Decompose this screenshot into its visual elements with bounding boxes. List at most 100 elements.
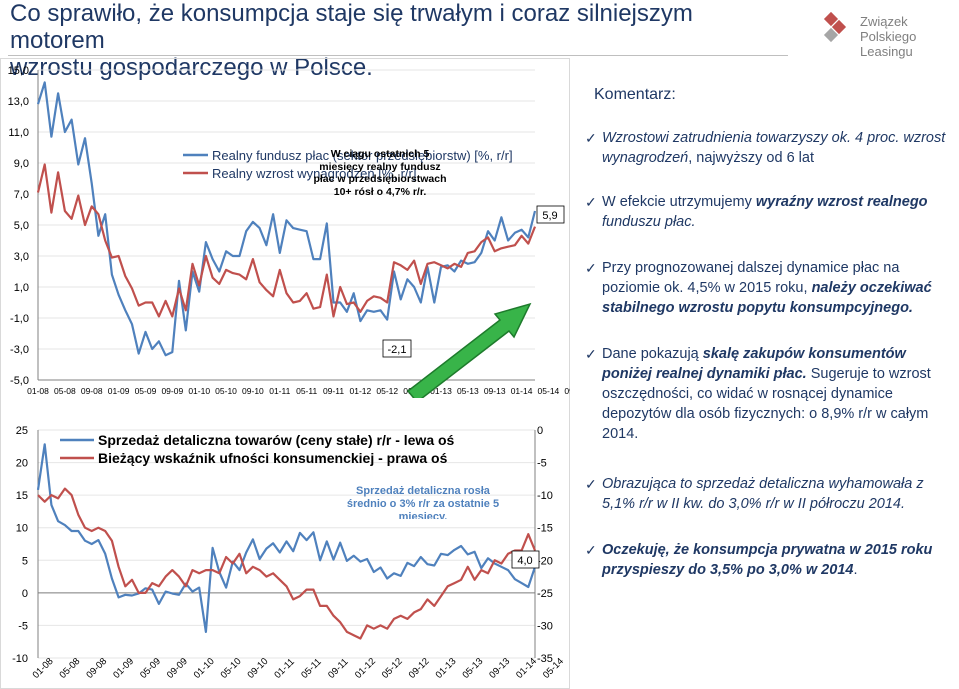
- checkmark-icon: ✓: [585, 476, 597, 492]
- comment-1-text: , najwyższy od 6 lat: [688, 150, 814, 166]
- series-line-fund: [36, 81, 537, 357]
- y-left-tick-label: 20: [16, 458, 28, 470]
- comment-2-text: W efekcie utrzymujemy: [602, 194, 756, 210]
- svg-text:-2,1: -2,1: [388, 344, 407, 356]
- y-right-tick-label: -25: [537, 588, 553, 600]
- y-tick-label: 5,0: [14, 220, 29, 232]
- x-tick-label: 01-12: [353, 656, 378, 681]
- y-right-tick-label: -15: [537, 523, 553, 535]
- x-tick-label: 05-14: [538, 386, 560, 396]
- x-tick-label: 05-08: [54, 386, 76, 396]
- y-left-tick-label: 0: [22, 588, 28, 600]
- logo-mark-icon: [823, 11, 847, 43]
- x-tick-label: 01-11: [272, 656, 296, 680]
- comment-4-tail: Sugeruje to wzrost oszczędności, co wida…: [602, 366, 931, 442]
- comment-1-emph: Wzrostowi zatrudnienia towarzyszy ok. 4 …: [602, 130, 946, 166]
- logo-text: Związek Polskiego Leasingu: [860, 14, 959, 59]
- x-tick-label: 01-08: [27, 386, 49, 396]
- y-right-tick-label: -30: [537, 620, 553, 632]
- series-line-wages: [36, 163, 537, 318]
- y-left-tick-label: -10: [12, 653, 28, 665]
- trend-arrow-icon: [406, 302, 532, 398]
- svg-text:4,0: 4,0: [517, 555, 532, 567]
- x-tick-label: 05-11: [299, 656, 323, 680]
- checkmark-icon: ✓: [585, 542, 597, 558]
- checkmark-icon: ✓: [585, 346, 597, 362]
- chart-retail: 25 20 15 10 5 0 -5 -10 0 -5 -10 -15 -20 -25 -30 -35 01…: [12, 425, 570, 681]
- comment-4-emph: skalę zakupów konsumentów poniżej realne…: [602, 346, 906, 382]
- checkmark-icon: ✓: [585, 260, 597, 276]
- label-min-wages: -2,1: [382, 339, 412, 358]
- y-left-tick-label: 10: [16, 523, 28, 535]
- y-right-tick-label: -10: [537, 490, 553, 502]
- x-tick-label: 05-09: [138, 656, 163, 681]
- chart-retail-legend: Sprzedaż detaliczna towarów (ceny stałe)…: [60, 432, 455, 466]
- x-tick-label: 01-14: [514, 656, 539, 681]
- checkmark-icon: ✓: [585, 130, 597, 146]
- label-last-wages: 5,9: [536, 205, 565, 224]
- y-left-tick-label: 15: [16, 490, 28, 502]
- logo-line-2: Leasingu: [860, 44, 913, 59]
- x-tick-label: 05-13: [457, 386, 479, 396]
- x-tick-label: 09-09: [165, 656, 190, 681]
- comment-3-text: Przy prognozowanej dalszej dynamice płac…: [602, 260, 900, 296]
- y-left-tick-label: 25: [16, 425, 28, 437]
- x-tick-label: 01-10: [188, 386, 210, 396]
- x-tick-label: 01-10: [192, 656, 217, 681]
- title-line-1: Co sprawiło, że konsumpcja staje się trw…: [10, 0, 693, 54]
- y-right-tick-label: -5: [537, 458, 547, 470]
- label-last-retail: 4,0: [511, 550, 540, 569]
- legend-label-retail: Sprzedaż detaliczna towarów (ceny stałe)…: [98, 432, 455, 448]
- svg-text:5,9: 5,9: [542, 210, 557, 222]
- series-line-confidence: [37, 487, 537, 640]
- chart-wages-legend: Realny fundusz płac (sektor przedsiębior…: [183, 148, 513, 181]
- x-tick-label: 01-08: [31, 656, 56, 681]
- y-left-tick-label: -5: [18, 620, 28, 632]
- x-tick-label: 01-13: [430, 386, 452, 396]
- y-right-tick-label: -35: [537, 653, 553, 665]
- comment-3-emph: należy oczekiwać stabilnego wzrostu popy…: [602, 280, 932, 316]
- x-tick-label: 09-09: [161, 386, 183, 396]
- legend-label-confidence: Bieżący wskaźnik ufności konsumenckiej -…: [98, 450, 448, 466]
- x-tick-label: 09-11: [326, 656, 350, 680]
- x-tick-label: 01-14: [511, 386, 533, 396]
- x-tick-label: 01-09: [111, 656, 136, 681]
- legend-label-fund: Realny fundusz płac (sektor przedsiębior…: [212, 148, 513, 163]
- y-left-tick-label: 5: [22, 555, 28, 567]
- y-tick-label: 1,0: [14, 282, 29, 294]
- x-tick-label: 05-10: [215, 386, 237, 396]
- x-tick-label: 05-13: [460, 656, 485, 681]
- annotation-retail: Sprzedaż detaliczna rosła średnio o 3% r…: [346, 485, 500, 519]
- y-tick-label: 13,0: [8, 96, 29, 108]
- comment-2-tail: funduszu płac.: [602, 214, 696, 230]
- x-tick-label: 09-14: [568, 656, 570, 681]
- series-line-retail: [36, 443, 537, 633]
- comment-2-emph: wyraźny wzrost realnego: [755, 194, 928, 210]
- x-tick-label: 09-14: [564, 386, 570, 396]
- x-tick-label: 09-13: [487, 656, 512, 681]
- x-tick-label: 01-09: [108, 386, 130, 396]
- y-tick-label: 11,0: [8, 127, 29, 139]
- x-tick-label: 05-09: [135, 386, 157, 396]
- chart-wages-annotation: W ciągu ostatnich 5 miesięcy realny fund…: [313, 148, 532, 398]
- x-tick-label: 09-11: [323, 386, 344, 396]
- chart-wages: 15,013,011,09,07,05,03,01,0-1,0-3,0-5,0 …: [8, 65, 570, 398]
- x-tick-label: 05-12: [376, 386, 398, 396]
- y-tick-label: 15,0: [8, 65, 29, 77]
- x-tick-label: 05-12: [380, 656, 405, 681]
- y-tick-label: 3,0: [14, 251, 29, 263]
- comment-6-emph: Oczekuję, że konsumpcja prywatna w 2015 …: [602, 542, 933, 578]
- logo: [820, 4, 955, 48]
- x-tick-label: 01-12: [350, 386, 372, 396]
- comment-5-text: Obrazująca to sprzedaż detaliczna wyhamo…: [602, 476, 924, 512]
- checkmark-icon: ✓: [585, 194, 597, 210]
- x-tick-label: 09-10: [246, 656, 271, 681]
- x-tick-label: 01-11: [269, 386, 290, 396]
- y-right-tick-label: -20: [537, 555, 553, 567]
- y-tick-label: -3,0: [10, 344, 29, 356]
- y-tick-label: 7,0: [14, 189, 29, 201]
- y-tick-label: -1,0: [10, 313, 29, 325]
- x-tick-label: 09-10: [242, 386, 264, 396]
- x-tick-label: 09-08: [81, 386, 103, 396]
- x-tick-label: 09-13: [484, 386, 506, 396]
